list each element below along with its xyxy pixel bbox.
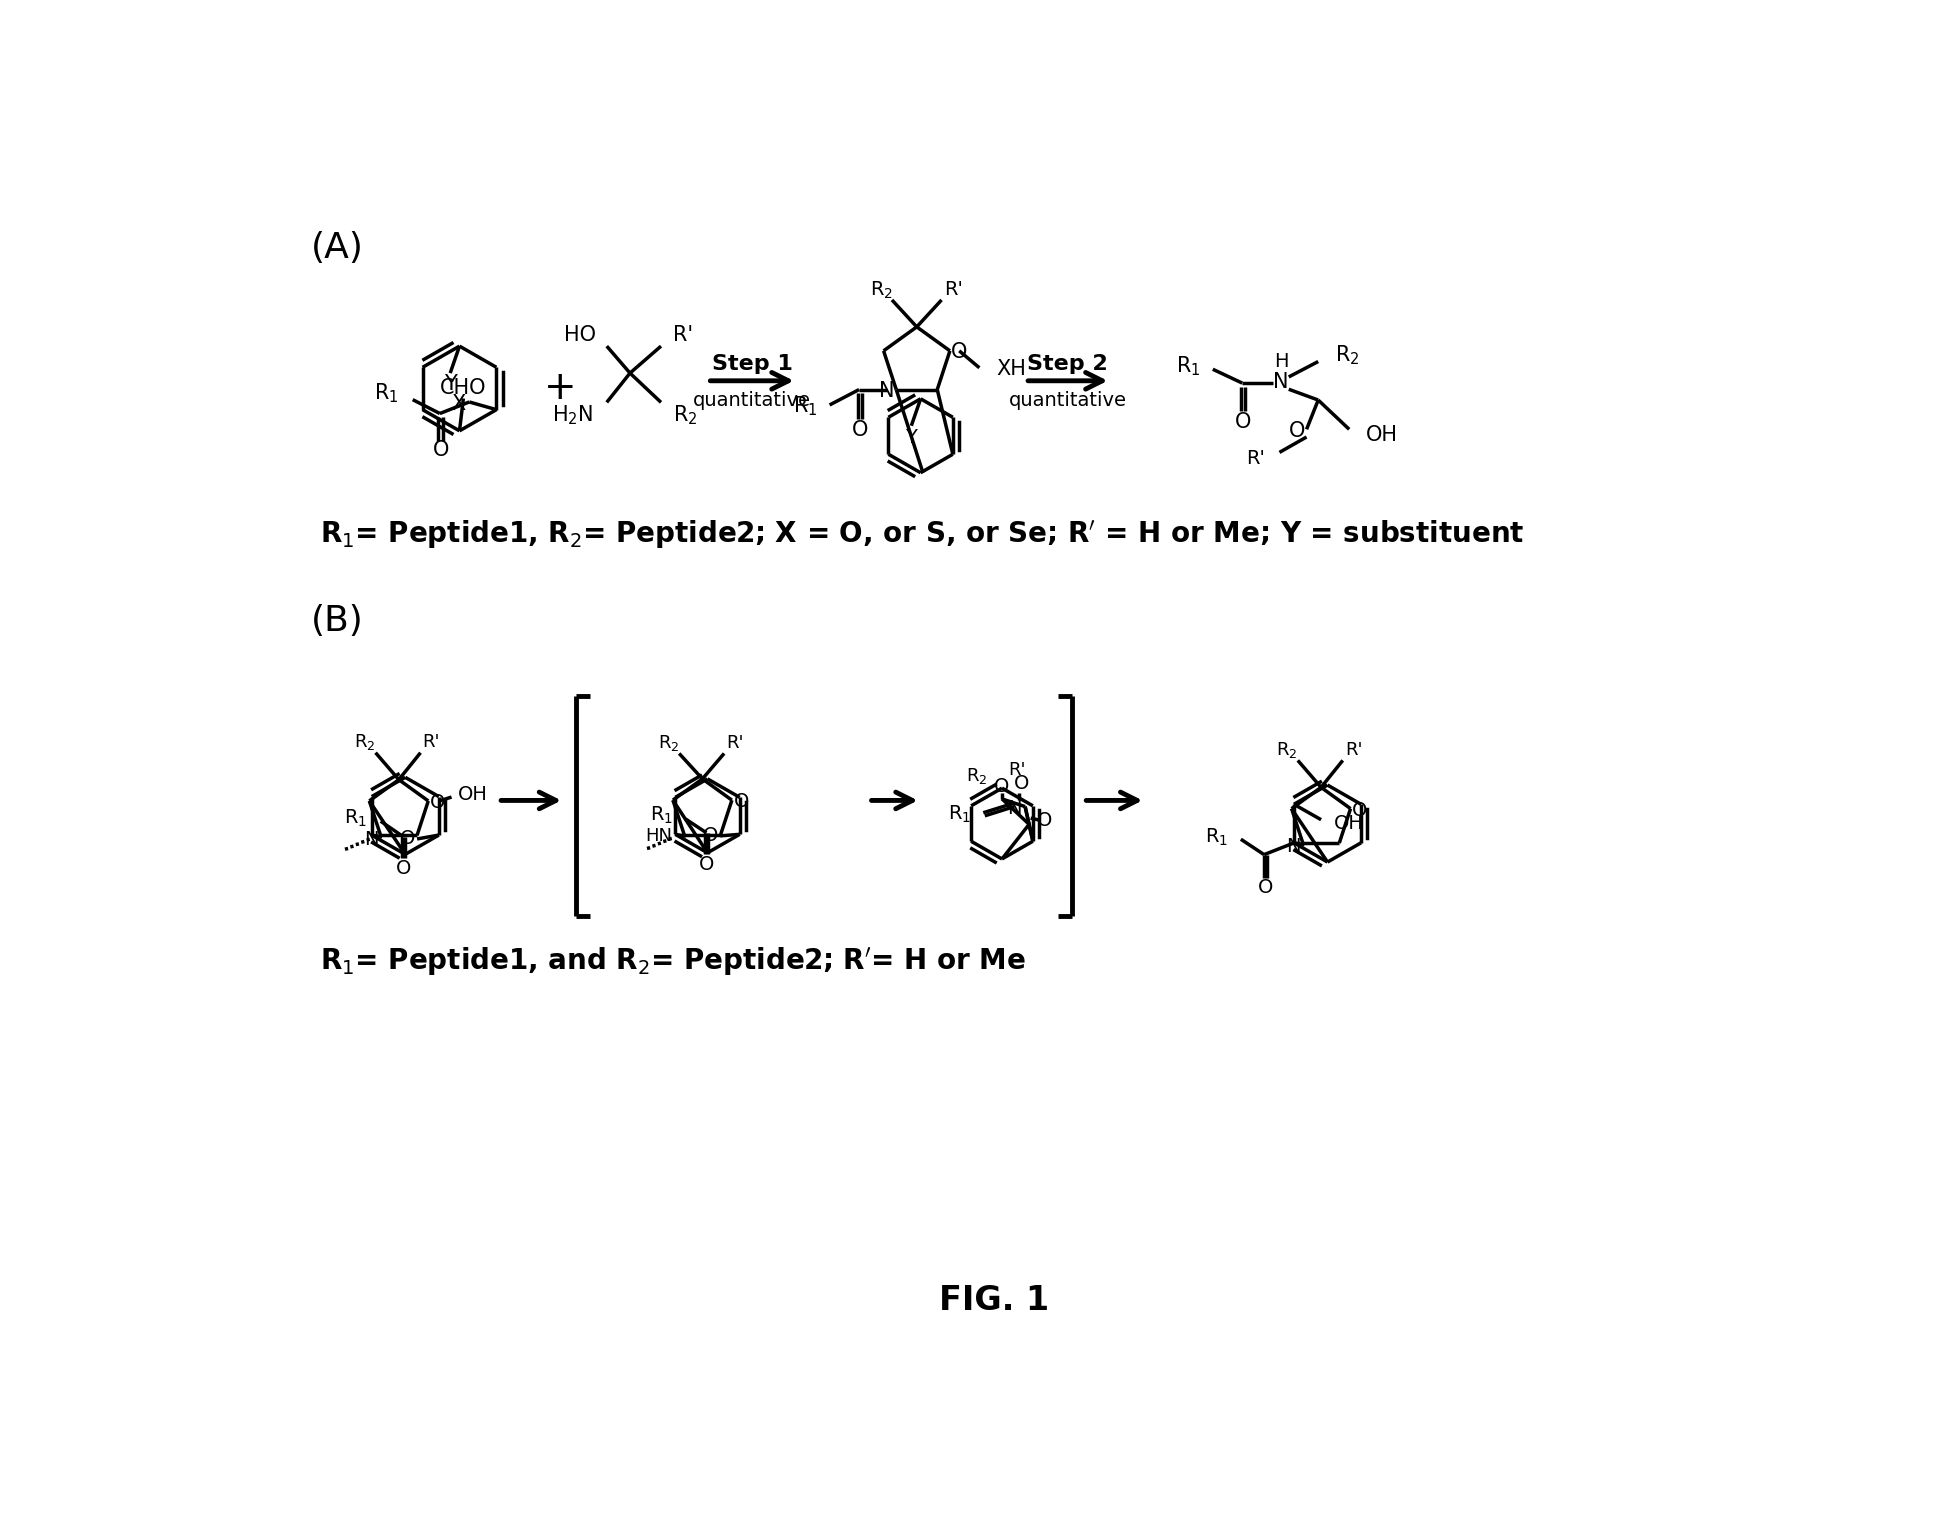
Text: FIG. 1: FIG. 1 (938, 1285, 1049, 1317)
Text: O: O (1256, 878, 1272, 898)
Text: R$_1$: R$_1$ (1175, 355, 1200, 378)
Text: R$_1$: R$_1$ (793, 395, 816, 418)
Text: R$_2$: R$_2$ (673, 404, 698, 427)
Text: R$_1$= Peptide1, and R$_2$= Peptide2; R$'$= H or Me: R$_1$= Peptide1, and R$_2$= Peptide2; R$… (320, 945, 1026, 979)
Text: R$_1$= Peptide1, R$_2$= Peptide2; X = O, or S, or Se; R$'$ = H or Me; Y = substi: R$_1$= Peptide1, R$_2$= Peptide2; X = O,… (320, 518, 1524, 550)
Text: quantitative: quantitative (692, 392, 811, 410)
Text: +: + (543, 369, 576, 407)
Text: O: O (1235, 412, 1251, 432)
Text: Y: Y (906, 427, 917, 447)
Text: R$_1$: R$_1$ (948, 804, 970, 825)
Text: quantitative: quantitative (1008, 392, 1127, 410)
Text: R$_2$: R$_2$ (1334, 344, 1359, 367)
Text: R': R' (673, 324, 692, 344)
Text: O: O (1012, 775, 1028, 793)
Text: OH: OH (458, 785, 487, 804)
Text: O: O (1287, 421, 1305, 441)
Text: R$_2$: R$_2$ (966, 765, 987, 785)
Text: O: O (995, 778, 1008, 796)
Text: R$_2$: R$_2$ (657, 733, 679, 753)
Text: OH: OH (1334, 815, 1363, 833)
Text: Y: Y (444, 373, 456, 393)
Text: X: X (452, 393, 465, 413)
Text: R$_1$: R$_1$ (345, 807, 366, 828)
Text: R': R' (1008, 761, 1026, 779)
Text: O: O (733, 792, 748, 812)
Text: H: H (1274, 352, 1287, 370)
Text: R': R' (1344, 741, 1361, 759)
Text: HO: HO (564, 324, 595, 344)
Text: (A): (A) (310, 231, 363, 264)
Text: O: O (704, 827, 717, 845)
Text: Step 1: Step 1 (712, 354, 793, 373)
Text: N: N (1006, 799, 1022, 818)
Text: O: O (1037, 812, 1051, 830)
Text: N: N (1286, 838, 1301, 856)
Text: O: O (396, 859, 411, 879)
Text: R$_2$: R$_2$ (1276, 739, 1297, 759)
Text: N: N (878, 381, 894, 401)
Text: O: O (399, 830, 415, 848)
Text: R$_1$: R$_1$ (650, 805, 673, 827)
Text: R$_2$: R$_2$ (871, 280, 894, 301)
Text: O: O (950, 343, 968, 363)
Text: R': R' (1247, 449, 1264, 469)
Text: HN: HN (644, 827, 671, 845)
Text: OH: OH (1365, 426, 1398, 446)
Text: O: O (851, 420, 867, 440)
Text: R': R' (423, 733, 440, 752)
Text: O: O (1351, 801, 1367, 819)
Text: O: O (430, 793, 446, 812)
Text: N: N (1272, 372, 1287, 392)
Text: R': R' (944, 280, 964, 300)
Text: XH: XH (997, 360, 1026, 380)
Text: O: O (432, 441, 448, 461)
Text: CHO: CHO (440, 378, 487, 398)
Text: N: N (365, 830, 378, 848)
Text: R$_2$: R$_2$ (353, 732, 376, 752)
Text: R$_1$: R$_1$ (374, 381, 399, 406)
Text: H$_2$N: H$_2$N (553, 404, 593, 427)
Text: O: O (698, 855, 714, 875)
Text: R$_1$: R$_1$ (1204, 827, 1227, 847)
Text: (B): (B) (310, 604, 363, 638)
Text: Step 2: Step 2 (1028, 354, 1107, 373)
Text: R': R' (725, 735, 743, 753)
